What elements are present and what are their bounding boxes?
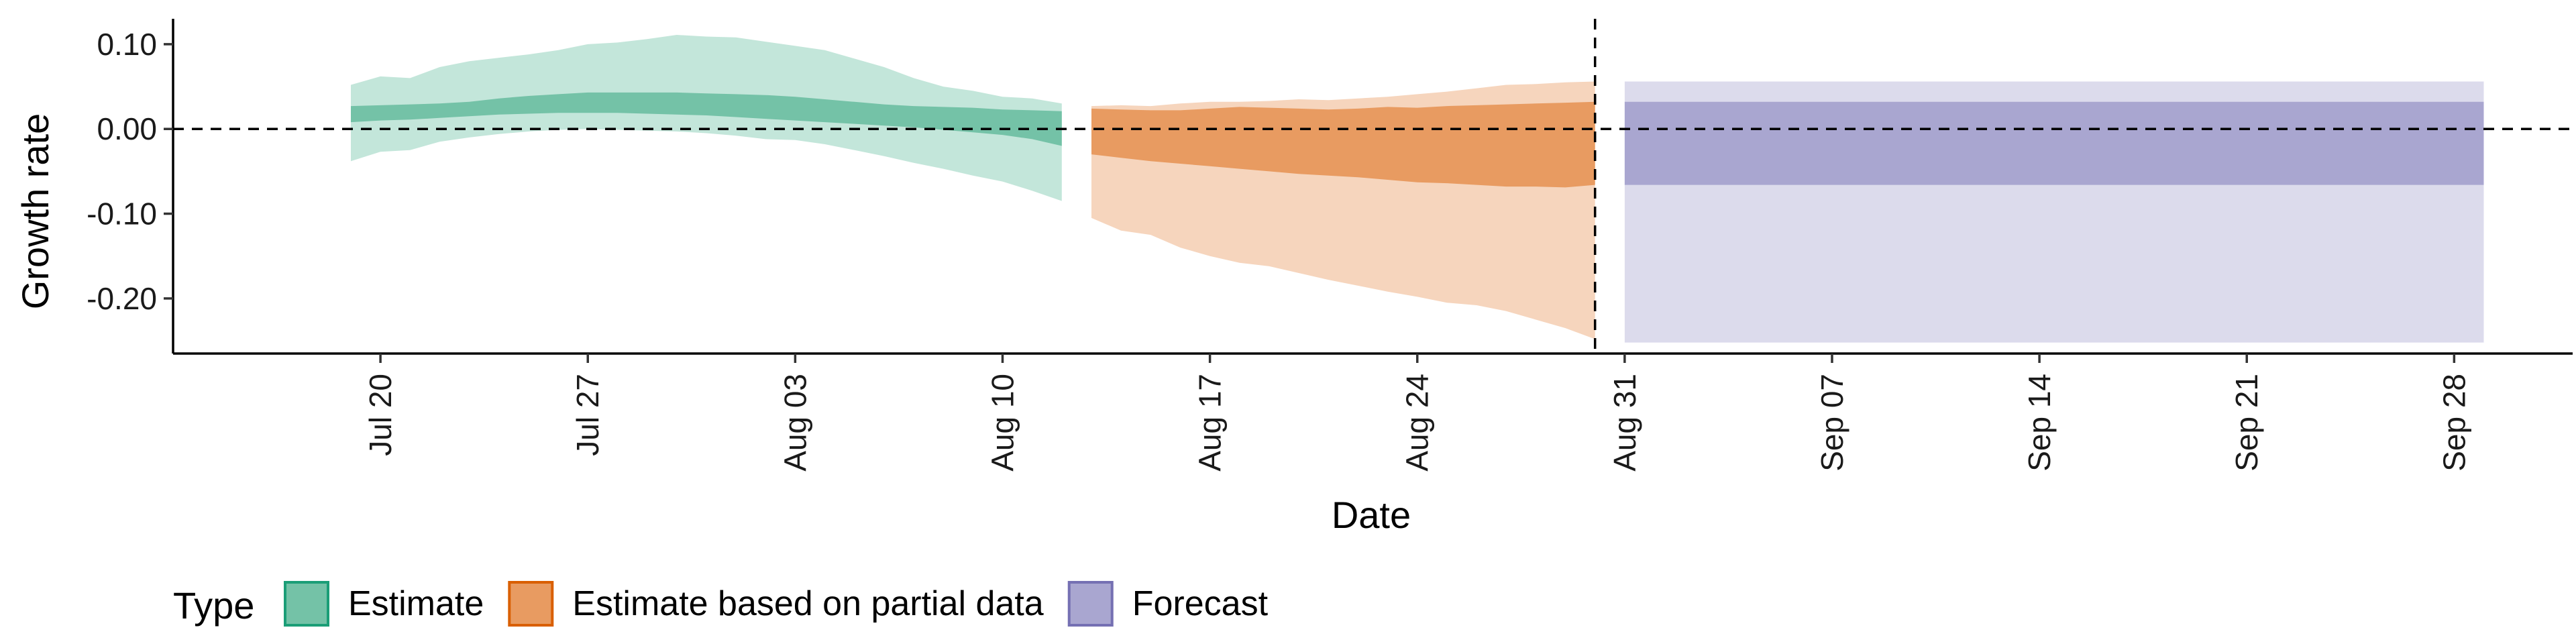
legend-swatch: [1067, 581, 1114, 627]
x-tick-label: Sep 14: [2022, 374, 2057, 472]
legend-item-2: Forecast: [1067, 581, 1269, 627]
legend-swatch: [508, 581, 554, 627]
legend: Type Estimate Estimate based on partial d…: [173, 581, 1269, 627]
y-tick-label: -0.20: [87, 281, 157, 316]
legend-label: Estimate based on partial data: [572, 584, 1044, 623]
x-tick-label: Aug 24: [1400, 374, 1435, 472]
x-tick-label: Sep 21: [2229, 374, 2264, 472]
y-tick-label: 0.10: [97, 27, 157, 62]
band-50-0: [351, 92, 1062, 146]
legend-item-1: Estimate based on partial data: [508, 581, 1044, 627]
legend-label: Estimate: [348, 584, 484, 623]
y-tick-label: 0.00: [97, 111, 157, 146]
x-tick-label: Sep 28: [2436, 374, 2471, 472]
x-tick-label: Jul 27: [570, 374, 605, 456]
x-axis-title: Date: [1332, 494, 1411, 536]
y-axis-title: Growth rate: [14, 113, 56, 310]
x-tick-label: Aug 10: [985, 374, 1020, 472]
band-50-2: [1624, 101, 2484, 185]
band-layer: [351, 35, 2484, 343]
x-tick-label: Jul 20: [363, 374, 398, 456]
y-tick-label: -0.10: [87, 197, 157, 231]
x-tick-label: Aug 17: [1193, 374, 1228, 472]
x-tick-label: Aug 03: [777, 374, 812, 472]
legend-item-0: Estimate: [284, 581, 484, 627]
reference-lines: [173, 19, 2573, 354]
legend-swatch: [284, 581, 329, 627]
band-90-0: [351, 35, 1062, 201]
axes: 0.10 0.00 -0.10 -0.20 Jul 20 Jul 27 Aug 03 Aug …: [87, 19, 2573, 472]
x-tick-label: Sep 07: [1815, 374, 1849, 472]
x-tick-label: Aug 31: [1607, 374, 1642, 472]
legend-label: Forecast: [1132, 584, 1269, 623]
legend-title: Type: [173, 584, 254, 627]
band-50-1: [1091, 101, 1595, 188]
